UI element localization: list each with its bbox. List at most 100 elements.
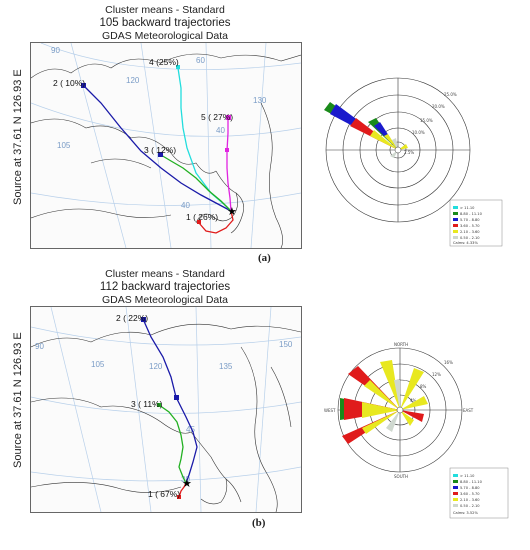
panel-a-windrose-petals <box>324 102 408 158</box>
panel-a-source-star: ★ <box>227 206 237 218</box>
panel-a-legend-1: 8.80 - 11.10 <box>460 212 483 216</box>
panel-b-compass-south: SOUTH <box>394 474 408 479</box>
panel-b-legend-calms: Calms: 3.52% <box>453 511 478 515</box>
panel-b-petal-w-core <box>362 402 400 418</box>
panel-a-map-svg: 90 60 120 130 105 40 40 ★ 2 ( 10%) <box>31 43 301 248</box>
panel-b-petal-wsw-core <box>362 410 400 434</box>
panel-b-petal-nnw <box>380 360 400 410</box>
panel-a-legend-5: 0.50 - 2.10 <box>460 236 480 240</box>
panel-b-ring-label-1: 8% <box>420 384 427 389</box>
panel-b-marker-2 <box>141 317 146 322</box>
panel-a-marker-2 <box>81 83 86 88</box>
panel-a-longitude-ticks: 90 60 120 130 105 40 40 <box>51 46 267 210</box>
panel-a-cluster-3-path <box>160 154 232 212</box>
panel-b-label-cluster-2: 2 ( 22%) <box>116 313 148 323</box>
panel-a-petal-wnw-core <box>370 130 398 150</box>
panel-b-marker-1 <box>177 495 181 499</box>
panel-a-marker-4 <box>176 65 180 69</box>
panel-a-letter: (a) <box>258 252 271 264</box>
panel-b-trajectories <box>142 318 198 498</box>
panel-a-ring-label-3: 20.0% <box>432 104 445 109</box>
panel-b-ring-label-3: 16% <box>444 360 453 365</box>
panel-b-graticule <box>31 307 301 512</box>
panel-b-tick-2: 120 <box>149 362 163 371</box>
panel-b-title: Cluster means - Standard <box>105 268 225 280</box>
panel-b-petal-nne <box>400 368 424 410</box>
panel-b-subtitle: 112 backward trajectories <box>99 281 231 293</box>
panel-b-source-label: Source at 37.61 N 126.93 E <box>12 332 24 468</box>
panel-a-coastlines <box>31 53 301 248</box>
panel-b-tick-4: 150 <box>279 340 293 349</box>
panel-b-tick-5: 45 <box>186 425 195 434</box>
panel-b-compass: NORTH EAST SOUTH WEST 4% 8% 12% 16% <box>324 342 474 479</box>
panel-b-ring-label-2: 12% <box>432 372 441 377</box>
panel-a-label-cluster-3: 3 ( 12%) <box>144 145 176 155</box>
panel-b-petal-ssw <box>386 410 400 432</box>
panel-a-tick-1: 60 <box>196 56 205 65</box>
panel-a-ring-label-2: 15.0% <box>420 118 433 123</box>
panel-a-legend-4: 2.10 - 3.60 <box>460 230 480 234</box>
panel-a-marker-2b <box>158 152 163 157</box>
panel-a-tick-2: 120 <box>126 76 140 85</box>
panel-b-trajectory-map: 90 105 120 135 150 45 30 ★ 2 ( 22%) 3 ( … <box>30 306 302 513</box>
panel-b-longitude-ticks: 90 105 120 135 150 45 30 <box>35 340 293 484</box>
panel-b-cluster-1-path <box>178 482 187 498</box>
panel-a-cluster-5-path <box>226 118 232 212</box>
panel-a-trajectory-map: 90 60 120 130 105 40 40 ★ 2 ( 10%) <box>30 42 302 249</box>
panel-b-compass-north: NORTH <box>394 342 408 347</box>
panel-b-petal-ese <box>400 410 424 422</box>
panel-a-legend-2: 5.70 - 8.80 <box>460 218 480 222</box>
panel-a-marker-5 <box>226 115 231 120</box>
panel-a-source-label: Source at 37.61 N 126.93 E <box>12 69 24 205</box>
panel-b-windrose-legend: > 11.10 8.80 - 11.10 5.70 - 8.80 3.60 - … <box>449 467 509 519</box>
panel-a-windrose-legend: > 11.10 8.80 - 11.10 5.70 - 8.80 3.60 - … <box>449 199 503 247</box>
panel-b-marker-2b <box>174 395 179 400</box>
panel-a-label-cluster-4: 4 (25%) <box>149 57 179 67</box>
panel-b-data-source: GDAS Meteorological Data <box>101 294 229 306</box>
panel-a-marker-5b <box>225 148 229 152</box>
panel-b-petal-ene <box>400 396 428 410</box>
panel-b-source-star: ★ <box>182 478 192 490</box>
panel-b-petal-n <box>394 380 400 410</box>
panel-a-windrose: 2.5% 10.0% 15.0% 20.0% 25.0% <box>300 72 510 257</box>
panel-a-graticule <box>31 43 301 248</box>
panel-b-windrose: NORTH EAST SOUTH WEST 4% 8% 12% 16% <box>300 340 515 535</box>
panel-b-legend-1: 8.80 - 11.10 <box>460 480 483 484</box>
panel-b-ring-label-0: 4% <box>410 398 417 403</box>
panel-b-map-svg: 90 105 120 135 150 45 30 ★ 2 ( 22%) 3 ( … <box>31 307 301 512</box>
panel-b-windrose-petals <box>340 360 428 444</box>
panel-a-legend-0: > 11.10 <box>460 206 475 210</box>
panel-b-tick-0: 90 <box>35 342 44 351</box>
panel-b-legend-0: > 11.10 <box>460 474 475 478</box>
panel-b-windrose-svg: NORTH EAST SOUTH WEST 4% 8% 12% 16% <box>324 342 509 519</box>
panel-a-cluster-4-path <box>177 67 232 212</box>
panel-b-label-cluster-3: 3 ( 11%) <box>131 399 163 409</box>
panel-a-title: Cluster means - Standard <box>105 4 225 16</box>
panel-a-heading: Cluster means - Standard 105 backward tr… <box>30 4 300 43</box>
panel-b-tick-6: 30 <box>181 475 190 484</box>
panel-a-petal-nw-core <box>384 134 398 150</box>
panel-a-tick-6: 40 <box>181 201 190 210</box>
panel-a-legend-calms: Calms: 4.33% <box>453 241 478 245</box>
panel-b-heading: Cluster means - Standard 112 backward tr… <box>30 268 300 307</box>
panel-a-ring-label-0: 2.5% <box>404 150 414 155</box>
panel-a-legend-3: 3.60 - 5.70 <box>460 224 480 228</box>
panel-b-cluster-2-path <box>142 318 198 484</box>
panel-a-tick-3: 130 <box>253 96 267 105</box>
panel-b-compass-east: EAST <box>463 408 474 413</box>
panel-b-petal-wnw-core <box>364 380 400 410</box>
panel-a-tick-5: 40 <box>216 126 225 135</box>
panel-a-cluster-1-path <box>198 210 234 234</box>
panel-a-tick-0: 90 <box>51 46 60 55</box>
panel-a-data-source: GDAS Meteorological Data <box>101 30 229 42</box>
panel-b-legend-2: 5.70 - 8.80 <box>460 486 480 490</box>
panel-a-cluster-2-path <box>83 85 232 212</box>
panel-a-ring-labels: 2.5% 10.0% 15.0% 20.0% 25.0% <box>404 92 457 155</box>
panel-a-windrose-svg: 2.5% 10.0% 15.0% 20.0% 25.0% <box>324 77 503 247</box>
panel-b-letter: (b) <box>252 517 266 529</box>
panel-b-legend-5: 0.50 - 2.10 <box>460 504 480 508</box>
panel-a-cluster-labels: 2 ( 10%) 4 (25%) 5 ( 27%) 3 ( 12%) 1 ( 2… <box>53 57 233 222</box>
panel-a-ring-label-4: 25.0% <box>444 92 457 97</box>
panel-b-cluster-3-path <box>158 404 187 484</box>
panel-b-tick-1: 105 <box>91 360 105 369</box>
